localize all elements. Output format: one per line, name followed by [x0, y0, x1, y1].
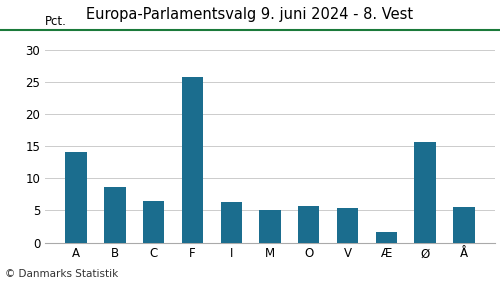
- Bar: [220, 202, 242, 243]
- Text: © Danmarks Statistik: © Danmarks Statistik: [5, 269, 118, 279]
- Bar: [337, 208, 358, 243]
- Bar: [376, 232, 397, 243]
- Bar: [143, 201, 165, 243]
- Bar: [298, 206, 320, 243]
- Bar: [414, 142, 436, 243]
- Text: Europa-Parlamentsvalg 9. juni 2024 - 8. Vest: Europa-Parlamentsvalg 9. juni 2024 - 8. …: [86, 7, 413, 22]
- Bar: [104, 187, 126, 243]
- Text: Pct.: Pct.: [45, 16, 67, 28]
- Bar: [453, 207, 474, 243]
- Bar: [66, 152, 87, 243]
- Bar: [260, 210, 280, 243]
- Bar: [182, 76, 203, 243]
